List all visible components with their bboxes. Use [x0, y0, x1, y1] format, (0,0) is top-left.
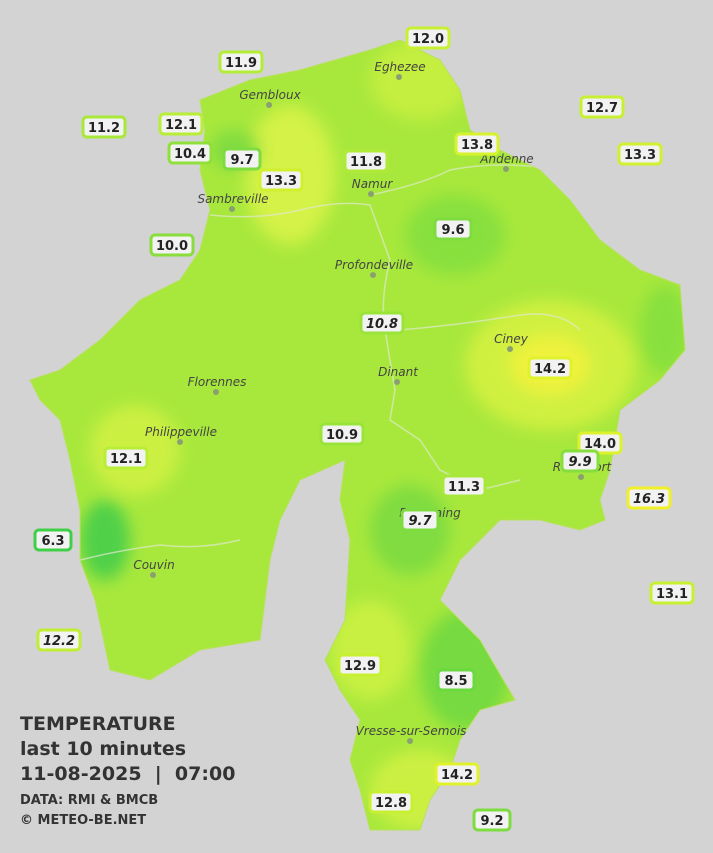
station-value: 16.3	[633, 492, 665, 507]
legend-title: TEMPERATURE last 10 minutes 11-08-2025 |…	[20, 713, 235, 828]
town-dot	[394, 379, 400, 385]
station-value: 12.8	[375, 796, 407, 811]
station-box	[319, 422, 365, 446]
station-value: 8.5	[444, 674, 467, 689]
station-box	[577, 431, 623, 455]
town-name: Couvin	[133, 558, 174, 572]
station-box	[579, 95, 625, 119]
station-value: 11.2	[88, 121, 120, 136]
station-box	[441, 474, 487, 498]
station-value: 13.1	[656, 587, 688, 602]
station-box	[337, 653, 383, 677]
station-value: 12.0	[412, 32, 444, 47]
station-box	[433, 217, 473, 241]
station-box	[626, 486, 672, 510]
station-box	[400, 508, 440, 532]
town-name: Sambreville	[197, 192, 268, 206]
station-value: 10.8	[366, 317, 398, 332]
stations: 12.0 11.9 12.7 11.2 12.1 13.8 13.3 10.4 9.7 11.8 1…	[33, 26, 695, 832]
town-dot	[213, 389, 219, 395]
town-dot	[150, 572, 156, 578]
station-value: 9.7	[230, 153, 253, 168]
station-box	[149, 233, 195, 257]
station-value: 12.2	[43, 634, 75, 649]
station-box	[258, 168, 304, 192]
station-box	[368, 790, 414, 814]
station-box	[472, 808, 512, 832]
station-box	[527, 356, 573, 380]
station-box	[167, 141, 213, 165]
title: TEMPERATURE	[20, 713, 176, 735]
town-name: Profondeville	[335, 258, 413, 272]
subtitle: last 10 minutes	[20, 738, 186, 760]
station-box	[158, 112, 204, 136]
station-value: 13.3	[265, 174, 297, 189]
station-value: 6.3	[41, 534, 64, 549]
town-name: Gembloux	[239, 88, 301, 102]
station-value: 14.2	[441, 768, 473, 783]
station-box	[218, 50, 264, 74]
town-dot	[503, 166, 509, 172]
station-value: 11.9	[225, 56, 257, 71]
station-value: 12.1	[110, 452, 142, 467]
station-value: 12.1	[165, 118, 197, 133]
station-value: 10.4	[174, 147, 206, 162]
station-box	[36, 628, 82, 652]
station-value: 11.8	[350, 155, 382, 170]
station-box	[359, 311, 405, 335]
station-box	[33, 528, 73, 552]
station-box	[436, 668, 476, 692]
town-name: Florennes	[188, 375, 247, 389]
town-name: Vresse-sur-Semois	[356, 724, 467, 738]
station-box	[405, 26, 451, 50]
datetime: 11-08-2025 | 07:00	[20, 763, 235, 785]
station-box	[617, 142, 663, 166]
town-dot	[578, 474, 584, 480]
town-name: Ciney	[494, 332, 529, 346]
station-value: 9.2	[480, 814, 503, 829]
town-dot	[507, 346, 513, 352]
town-dot	[396, 74, 402, 80]
station-value: 10.9	[326, 428, 358, 443]
town-dot	[229, 206, 235, 212]
station-value: 9.6	[441, 223, 464, 238]
town-dot	[370, 272, 376, 278]
station-value: 12.7	[586, 101, 618, 116]
station-box	[649, 581, 695, 605]
station-value: 9.9	[568, 455, 591, 470]
station-box	[434, 762, 480, 786]
station-value: 9.7	[408, 514, 432, 529]
town-name: Philippeville	[145, 425, 217, 439]
credit: © METEO-BE.NET	[20, 813, 146, 828]
source: DATA: RMI & BMCB	[20, 793, 158, 808]
station-value: 14.0	[584, 437, 616, 452]
town-dot	[368, 191, 374, 197]
station-value: 14.2	[534, 362, 566, 377]
town-dot	[407, 738, 413, 744]
station-box	[103, 446, 149, 470]
station-value: 13.3	[624, 148, 656, 163]
station-box	[454, 132, 500, 156]
town-name: Dinant	[378, 365, 419, 379]
station-value: 11.3	[448, 480, 480, 495]
station-value: 13.8	[461, 138, 493, 153]
town-dot	[177, 439, 183, 445]
station-value: 12.9	[344, 659, 376, 674]
station-box	[81, 115, 127, 139]
town-dot	[266, 102, 272, 108]
town-name: Eghezee	[374, 60, 425, 74]
station-box	[343, 149, 389, 173]
station-box	[560, 449, 600, 473]
town-name: Namur	[352, 177, 394, 191]
station-value: 10.0	[156, 239, 188, 254]
station-box	[222, 147, 262, 171]
